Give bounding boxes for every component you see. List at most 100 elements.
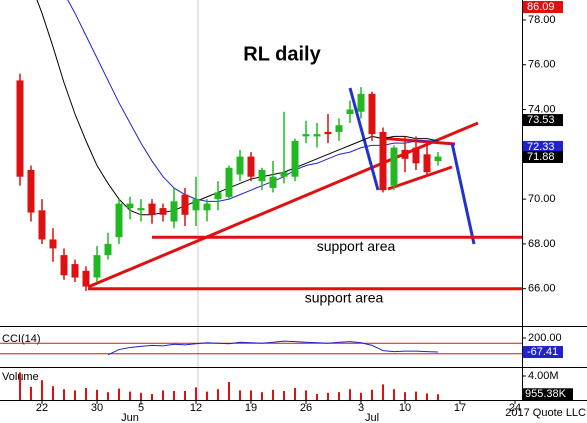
candle-body — [27, 170, 35, 213]
volume-bar — [316, 394, 318, 400]
candle-body — [71, 264, 79, 278]
candle-body — [390, 147, 398, 186]
candle-body — [324, 131, 332, 135]
volume-bar — [371, 389, 373, 400]
candle-body — [379, 131, 387, 191]
x-tick-label: 12 — [190, 402, 202, 414]
volume-bar — [96, 389, 98, 400]
volume-bar — [437, 394, 439, 400]
volume-bar — [272, 389, 274, 400]
volume-bar — [206, 391, 208, 400]
candle-body — [225, 167, 233, 197]
x-tick-label: 3 — [358, 402, 364, 414]
candle-body — [269, 176, 277, 188]
candle-body — [137, 208, 145, 211]
volume-bar — [184, 391, 186, 400]
candle-body — [258, 170, 266, 182]
volume-bar — [239, 390, 241, 400]
volume-bar — [283, 391, 285, 400]
price-label: 86.09 — [527, 1, 555, 13]
candle-body — [115, 203, 123, 238]
volume-bar — [261, 392, 263, 400]
volume-bar — [63, 389, 65, 400]
volume-bar — [162, 390, 164, 400]
volume-bar — [118, 388, 120, 400]
x-tick-label: 30 — [91, 402, 103, 414]
volume-bar — [294, 388, 296, 400]
candle-body — [423, 154, 431, 173]
volume-bar — [151, 394, 153, 400]
x-tick-label: 22 — [36, 402, 48, 414]
volume-bar — [338, 392, 340, 400]
volume-bar — [393, 389, 395, 400]
candle-body — [126, 203, 134, 209]
annotation: support area — [305, 289, 384, 305]
candle-body — [203, 203, 211, 211]
cci-current: -67.41 — [527, 346, 558, 358]
volume-bar — [228, 382, 230, 400]
price-label-box — [523, 140, 563, 153]
volume-bar — [349, 389, 351, 400]
price-label-box — [523, 1, 563, 13]
y-tick-label: 66.00 — [528, 283, 556, 295]
candle-body — [313, 134, 321, 137]
month-label: Jun — [121, 412, 139, 423]
candle-body — [412, 147, 420, 164]
candle-body — [159, 208, 167, 215]
volume-bar — [129, 391, 131, 400]
candle-body — [302, 134, 310, 137]
month-label: Jul — [365, 412, 379, 423]
candle-body — [192, 199, 200, 211]
candle-body — [16, 80, 24, 177]
candle-body — [346, 109, 354, 115]
volume-bar — [107, 392, 109, 400]
candle-body — [38, 210, 46, 240]
candle-body — [170, 201, 178, 222]
x-tick-label: 19 — [245, 402, 257, 414]
annotation: support area — [317, 238, 396, 254]
price-label: 72.33 — [527, 141, 555, 153]
candle-body — [335, 125, 343, 132]
x-tick-label: 26 — [300, 402, 312, 414]
y-tick-label: 76.00 — [528, 59, 556, 71]
y-tick-label: 70.00 — [528, 193, 556, 205]
candle-body — [280, 172, 288, 177]
volume-current-box — [523, 388, 573, 401]
y-tick-label: 200.00 — [528, 332, 562, 344]
y-tick-label: 74.00 — [528, 103, 556, 115]
volume-bar — [217, 389, 219, 400]
candle-body — [104, 243, 112, 256]
cci-line — [107, 340, 439, 356]
x-tick-label: 17 — [454, 402, 466, 414]
volume-bar — [305, 390, 307, 400]
volume-bar — [250, 390, 252, 400]
volume-bar — [426, 393, 428, 400]
trend-line — [387, 165, 453, 191]
candle-body — [291, 140, 299, 177]
price-panel — [16, 0, 522, 291]
chart-title: RL daily — [243, 43, 321, 65]
volume-bar — [195, 387, 197, 400]
volume-bar — [415, 391, 417, 400]
volume-current: 955.38K — [525, 388, 567, 400]
candle-body — [60, 255, 68, 276]
candle-body — [82, 270, 90, 287]
trend-line — [348, 87, 380, 191]
volume-bar — [360, 392, 362, 400]
x-tick-label: 5 — [138, 402, 144, 414]
price-label: 71.88 — [527, 151, 555, 163]
volume-bar — [382, 384, 384, 400]
candle-body — [148, 203, 156, 215]
candle-body — [49, 239, 57, 249]
candle-body — [181, 194, 189, 215]
copyright: 2017 Quote LLC — [505, 407, 586, 419]
trend-line — [450, 142, 476, 245]
candle-body — [401, 149, 409, 159]
x-tick-label: 10 — [399, 402, 411, 414]
volume-bar — [327, 392, 329, 400]
volume-bar — [41, 380, 43, 400]
candle-body — [236, 156, 244, 175]
volume-bar — [140, 392, 142, 400]
price-label-box — [523, 151, 563, 164]
